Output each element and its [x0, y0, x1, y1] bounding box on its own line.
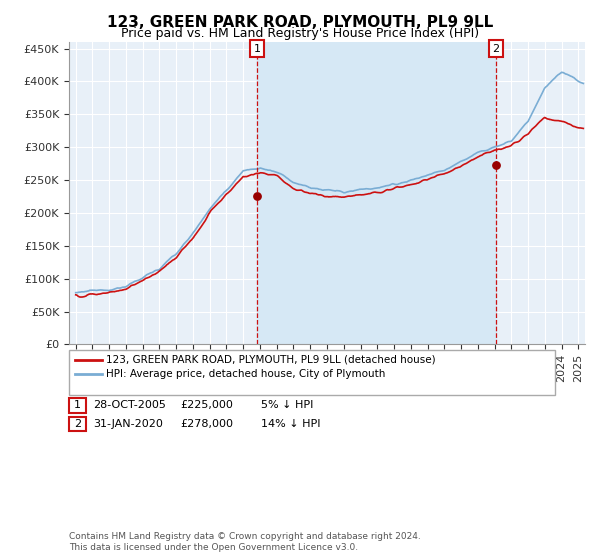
- Bar: [257, 42, 496, 344]
- Point: [491, 161, 500, 170]
- Text: 123, GREEN PARK ROAD, PLYMOUTH, PL9 9LL (detached house): 123, GREEN PARK ROAD, PLYMOUTH, PL9 9LL …: [106, 354, 436, 365]
- Text: £278,000: £278,000: [180, 419, 233, 429]
- Text: 2: 2: [74, 419, 81, 429]
- Text: 28-OCT-2005: 28-OCT-2005: [93, 400, 166, 410]
- Text: 5% ↓ HPI: 5% ↓ HPI: [261, 400, 313, 410]
- Text: 2: 2: [493, 44, 499, 54]
- Text: £225,000: £225,000: [180, 400, 233, 410]
- Text: 1: 1: [254, 44, 260, 54]
- Text: 1: 1: [74, 400, 81, 410]
- Text: 123, GREEN PARK ROAD, PLYMOUTH, PL9 9LL: 123, GREEN PARK ROAD, PLYMOUTH, PL9 9LL: [107, 15, 493, 30]
- Point: [253, 192, 262, 201]
- Text: Price paid vs. HM Land Registry's House Price Index (HPI): Price paid vs. HM Land Registry's House …: [121, 27, 479, 40]
- Text: Contains HM Land Registry data © Crown copyright and database right 2024.
This d: Contains HM Land Registry data © Crown c…: [69, 532, 421, 552]
- Text: 31-JAN-2020: 31-JAN-2020: [93, 419, 163, 429]
- Text: 14% ↓ HPI: 14% ↓ HPI: [261, 419, 320, 429]
- Text: HPI: Average price, detached house, City of Plymouth: HPI: Average price, detached house, City…: [106, 368, 386, 379]
